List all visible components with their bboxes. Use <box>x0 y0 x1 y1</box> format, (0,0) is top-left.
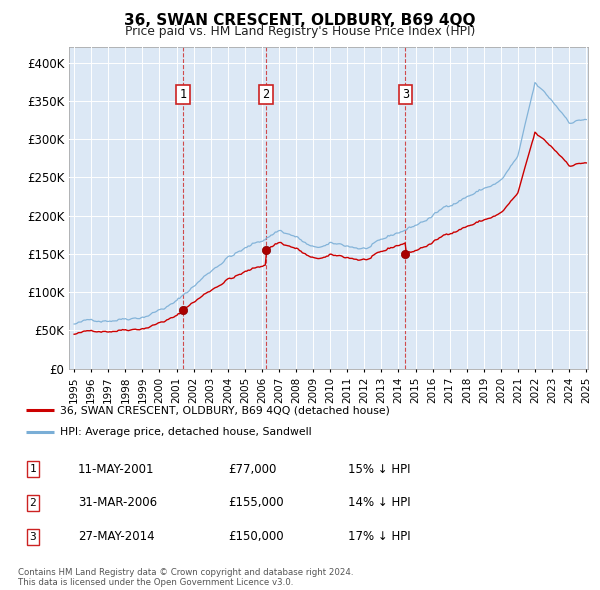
Text: 1: 1 <box>179 88 187 101</box>
Text: 36, SWAN CRESCENT, OLDBURY, B69 4QQ (detached house): 36, SWAN CRESCENT, OLDBURY, B69 4QQ (det… <box>60 405 390 415</box>
Text: £77,000: £77,000 <box>228 463 277 476</box>
Text: £150,000: £150,000 <box>228 530 284 543</box>
Text: 14% ↓ HPI: 14% ↓ HPI <box>348 496 410 509</box>
Text: Contains HM Land Registry data © Crown copyright and database right 2024.
This d: Contains HM Land Registry data © Crown c… <box>18 568 353 587</box>
Text: HPI: Average price, detached house, Sandwell: HPI: Average price, detached house, Sand… <box>60 427 311 437</box>
Text: 3: 3 <box>402 88 409 101</box>
Text: 36, SWAN CRESCENT, OLDBURY, B69 4QQ: 36, SWAN CRESCENT, OLDBURY, B69 4QQ <box>124 13 476 28</box>
Text: 27-MAY-2014: 27-MAY-2014 <box>78 530 155 543</box>
Text: 11-MAY-2001: 11-MAY-2001 <box>78 463 155 476</box>
Text: 31-MAR-2006: 31-MAR-2006 <box>78 496 157 509</box>
Text: 1: 1 <box>29 464 37 474</box>
Text: Price paid vs. HM Land Registry's House Price Index (HPI): Price paid vs. HM Land Registry's House … <box>125 25 475 38</box>
Text: 2: 2 <box>29 498 37 507</box>
Text: 2: 2 <box>263 88 270 101</box>
Text: 3: 3 <box>29 532 37 542</box>
Text: £155,000: £155,000 <box>228 496 284 509</box>
Text: 17% ↓ HPI: 17% ↓ HPI <box>348 530 410 543</box>
Text: 15% ↓ HPI: 15% ↓ HPI <box>348 463 410 476</box>
